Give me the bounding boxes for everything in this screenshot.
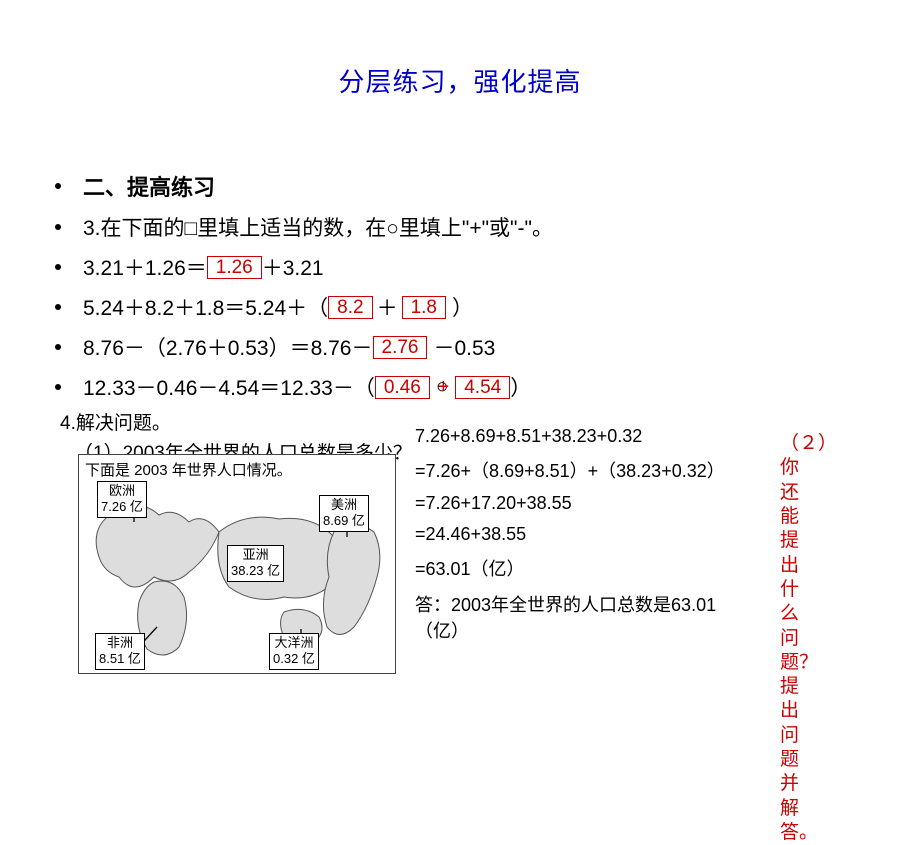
calc-l3: =7.26+17.20+38.55 xyxy=(415,493,753,514)
eq1-post: ＋3.21 xyxy=(262,252,324,282)
calc-l5: =63.01（亿） xyxy=(415,555,753,581)
map-label-africa: 非洲8.51 亿 xyxy=(95,633,145,670)
map-label-oceania: 大洋洲0.32 亿 xyxy=(269,633,319,670)
eq2-pre: 5.24＋8.2＋1.8＝5.24＋（ xyxy=(83,292,328,322)
eq2-post: ） xyxy=(452,292,473,322)
eq1-row: 3.21＋1.26＝ 1.26 ＋3.21 xyxy=(55,252,785,282)
bullet-dot-icon xyxy=(55,344,61,350)
eq2-answer2: 1.8 xyxy=(402,296,446,319)
eq4-answer1: 0.46 xyxy=(375,376,430,399)
calc-answer: 答：2003年全世界的人口总数是63.01（亿） xyxy=(415,591,753,643)
bullet-list: 二、提高练习 3.在下面的□里填上适当的数，在○里填上"+"或"-"。 3.21… xyxy=(55,170,785,412)
bullet-dot-icon xyxy=(55,224,61,230)
q3-intro-text: 3.在下面的□里填上适当的数，在○里填上"+"或"-"。 xyxy=(83,212,553,242)
slide-title: 分层练习，强化提高 xyxy=(0,62,920,99)
section-heading-row: 二、提高练习 xyxy=(55,170,785,202)
world-map-figure: 下面是 2003 年世界人口情况。 欧洲7.26 亿 美洲8.69 亿 亚洲38… xyxy=(78,454,396,674)
eq2-mid: ＋ xyxy=(377,292,398,322)
eq4-op: + xyxy=(438,376,450,399)
q3-intro-row: 3.在下面的□里填上适当的数，在○里填上"+"或"-"。 xyxy=(55,212,785,242)
eq2-row: 5.24＋8.2＋1.8＝5.24＋（ 8.2 ＋ 1.8 ） xyxy=(55,292,785,322)
bullet-dot-icon xyxy=(55,384,61,390)
eq4-pre: 12.33－0.46－4.54＝12.33－（ xyxy=(83,372,375,402)
bullet-dot-icon xyxy=(55,304,61,310)
calc-l1: 7.26+8.69+8.51+38.23+0.32 xyxy=(415,426,753,447)
eq3-post: －0.53 xyxy=(433,332,495,362)
eq4-answer2: 4.54 xyxy=(455,376,510,399)
q4-head: 4.解决问题。 xyxy=(60,408,412,435)
calc-l2: =7.26+（8.69+8.51）+（38.23+0.32） xyxy=(415,457,753,483)
eq3-answer: 2.76 xyxy=(373,336,428,359)
eq4-post: ） xyxy=(510,372,531,402)
map-label-asia: 亚洲38.23 亿 xyxy=(227,545,284,582)
bullet-dot-icon xyxy=(55,264,61,270)
calc-l4: =24.46+38.55 xyxy=(415,524,753,545)
section-heading: 二、提高练习 xyxy=(83,170,215,202)
eq1-answer: 1.26 xyxy=(207,256,262,279)
eq3-row: 8.76－（2.76＋0.53）＝8.76－ 2.76 －0.53 xyxy=(55,332,785,362)
eq4-row: 12.33－0.46－4.54＝12.33－（ 0.46 ○+ 4.54 ） xyxy=(55,372,785,402)
eq1-pre: 3.21＋1.26＝ xyxy=(83,252,207,282)
eq3-pre: 8.76－（2.76＋0.53）＝8.76－ xyxy=(83,332,373,362)
calculation-block: 7.26+8.69+8.51+38.23+0.32 =7.26+（8.69+8.… xyxy=(415,426,753,653)
eq2-answer1: 8.2 xyxy=(328,296,372,319)
map-label-america: 美洲8.69 亿 xyxy=(319,495,369,532)
side-note-q2: （２）你还能提出什么问题？提出问题并解答。 xyxy=(780,432,800,845)
bullet-dot-icon xyxy=(55,183,61,189)
map-label-europe: 欧洲7.26 亿 xyxy=(97,481,147,518)
